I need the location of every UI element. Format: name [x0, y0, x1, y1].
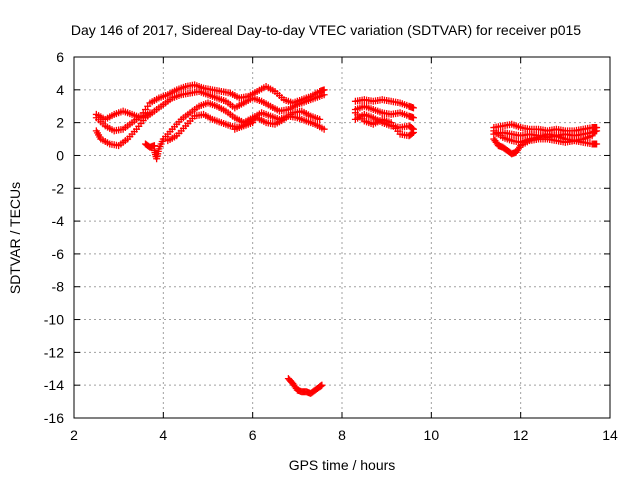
data-point	[316, 115, 324, 123]
x-tick-label: 2	[70, 427, 78, 443]
series-track-g	[231, 119, 257, 133]
y-tick-label: -12	[44, 344, 64, 360]
x-tick-label: 8	[338, 427, 346, 443]
grid	[74, 57, 610, 418]
data-point	[588, 132, 596, 140]
series-track-i	[351, 102, 417, 122]
series-track-h	[351, 96, 417, 112]
y-tick-label: -6	[52, 246, 65, 262]
series-track-c	[92, 107, 154, 123]
series-track-p	[284, 375, 326, 397]
series-track-k	[351, 109, 417, 140]
data-point	[150, 142, 158, 150]
y-tick-label: -14	[44, 377, 64, 393]
data-series	[92, 81, 601, 397]
x-tick-label: 6	[249, 427, 257, 443]
y-tick-label: -2	[52, 180, 65, 196]
data-point	[320, 91, 328, 99]
data-point	[409, 104, 417, 112]
data-point	[249, 119, 257, 127]
y-tick-label: -8	[52, 279, 65, 295]
x-tick-label: 14	[602, 427, 618, 443]
y-tick-label: -16	[44, 410, 64, 426]
data-point	[320, 125, 328, 133]
y-tick-label: 4	[56, 82, 64, 98]
x-tick-label: 12	[513, 427, 529, 443]
data-point	[593, 127, 601, 135]
series-track-e	[164, 107, 324, 145]
chart-title: Day 146 of 2017, Sidereal Day-to-day VTE…	[71, 22, 581, 38]
y-tick-label: 2	[56, 115, 64, 131]
axis-ticks: 2 4 6 8 10 12 14 -16 -14 -12 -10 -8 -6 -4 -2 0 2 4 6	[44, 49, 618, 443]
series-track-b	[92, 87, 328, 150]
series-track-f	[141, 140, 158, 151]
x-tick-label: 4	[159, 427, 167, 443]
series-track-o	[490, 127, 596, 146]
data-point	[408, 129, 416, 137]
data-point	[146, 109, 154, 117]
data-point	[409, 114, 417, 122]
series-track-a	[92, 81, 328, 135]
y-axis-label: SDTVAR / TECUs	[7, 182, 23, 294]
x-axis-label: GPS time / hours	[289, 457, 396, 473]
y-tick-label: -10	[44, 312, 64, 328]
y-tick-label: -4	[52, 213, 65, 229]
y-tick-label: 0	[56, 147, 64, 163]
y-tick-label: 6	[56, 49, 64, 65]
x-tick-label: 10	[424, 427, 440, 443]
data-point	[593, 140, 601, 148]
data-point	[318, 381, 326, 389]
data-point	[409, 128, 417, 136]
